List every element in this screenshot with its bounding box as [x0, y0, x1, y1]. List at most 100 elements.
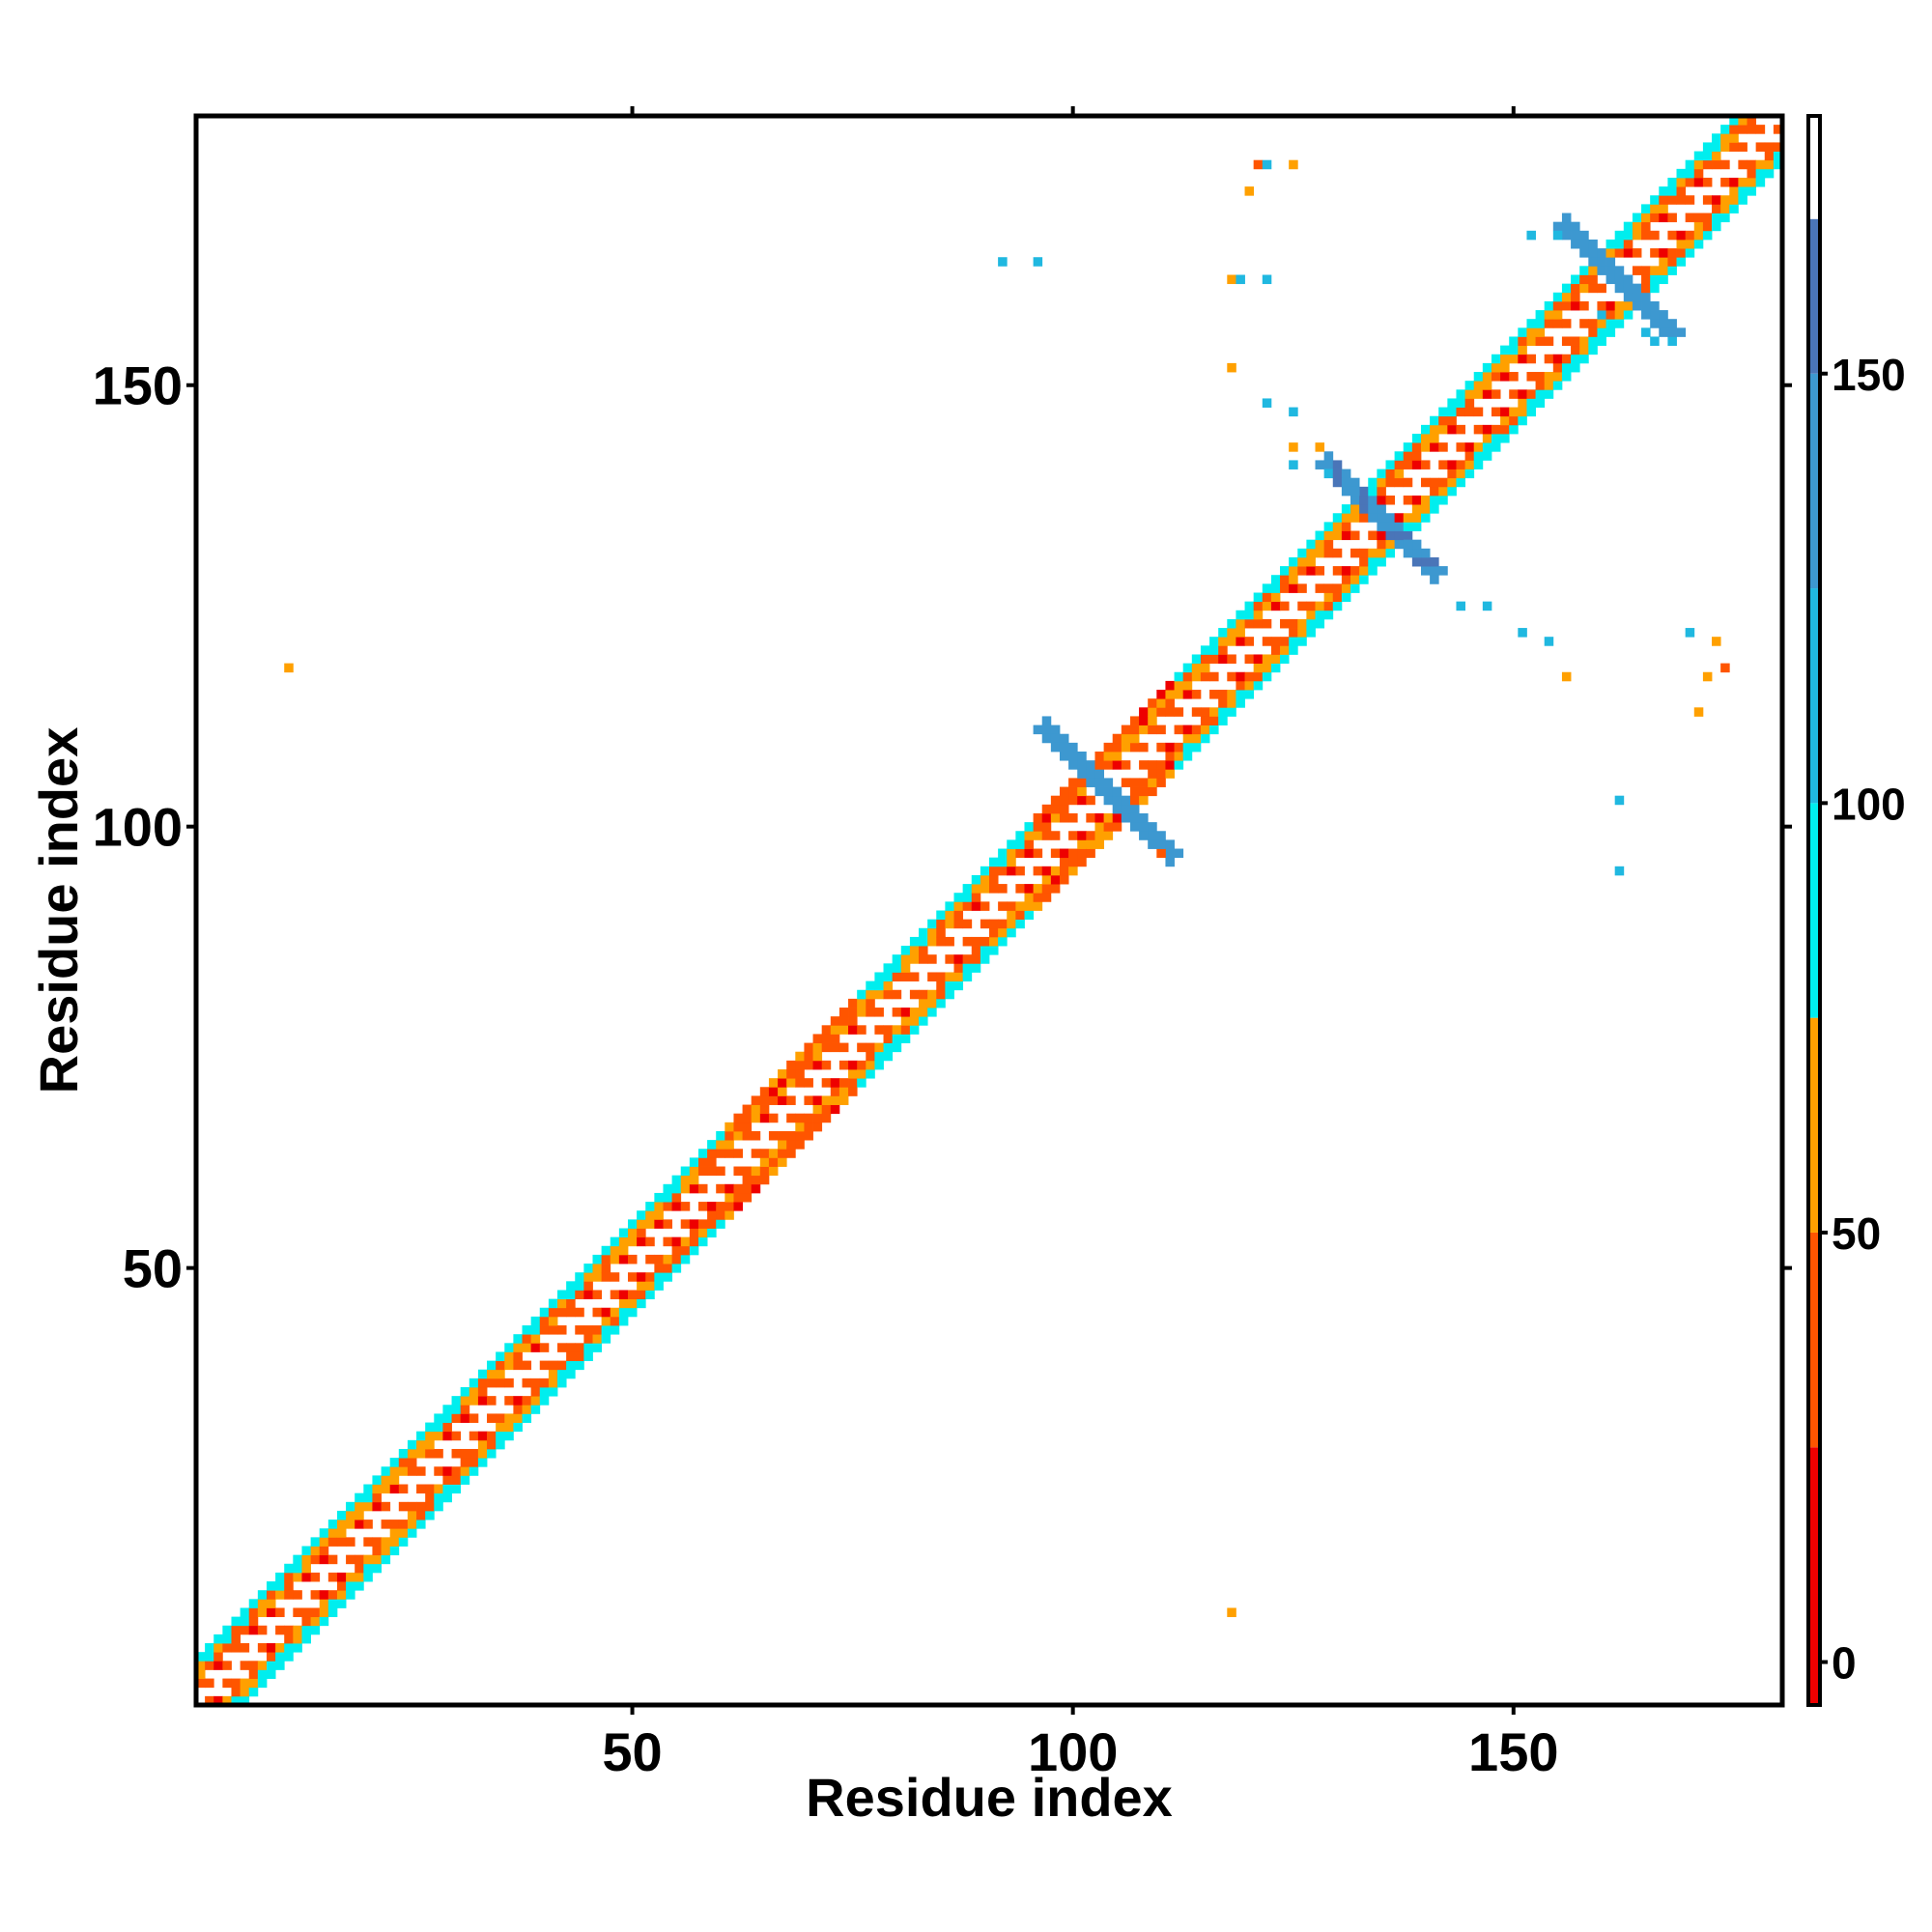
heatmap-cell [1041, 822, 1052, 832]
heatmap-cell [1218, 654, 1228, 665]
heatmap-cell [231, 1678, 242, 1689]
heatmap-cell [1253, 601, 1264, 611]
heatmap-cell [1156, 848, 1166, 859]
heatmap-cell [1341, 522, 1351, 531]
heatmap-cell [487, 1413, 497, 1423]
heatmap-cell [1500, 354, 1510, 364]
heatmap-cell [909, 1008, 920, 1017]
heatmap-cell [804, 1078, 813, 1088]
heatmap-cell [1306, 566, 1316, 576]
heatmap-cell [1121, 724, 1131, 735]
heatmap-cell [654, 1202, 664, 1211]
heatmap-cell [425, 1431, 435, 1441]
heatmap-cell [733, 1122, 743, 1132]
heatmap-cell [451, 1484, 462, 1494]
heatmap-cell [1306, 628, 1316, 638]
heatmap-cell [477, 1369, 488, 1379]
heatmap-cell [522, 1360, 532, 1371]
heatmap-cell [1571, 336, 1580, 347]
heatmap-cell [1297, 628, 1307, 638]
heatmap-cell [336, 1572, 347, 1582]
heatmap-cell [1473, 442, 1484, 452]
heatmap-cell [1280, 583, 1290, 593]
heatmap-cell [1509, 354, 1519, 364]
heatmap-cell [1165, 769, 1175, 779]
heatmap-cell [275, 1581, 285, 1591]
heatmap-cell [1403, 451, 1413, 461]
heatmap-cell [1464, 442, 1475, 452]
heatmap-cell [848, 1060, 858, 1070]
heatmap-cell [1094, 822, 1104, 832]
heatmap-cell [1323, 522, 1334, 531]
heatmap-cell [257, 1669, 268, 1679]
heatmap-cell [759, 1104, 770, 1115]
heatmap-cell [1659, 327, 1668, 337]
heatmap-cell [248, 1599, 259, 1608]
heatmap-cell [830, 1034, 840, 1043]
heatmap-cell [1270, 637, 1281, 646]
heatmap-cell [601, 1272, 611, 1282]
heatmap-cell [1191, 724, 1202, 735]
heatmap-cell [1033, 901, 1043, 911]
heatmap-cell [874, 1042, 884, 1053]
heatmap-cell [1332, 583, 1343, 593]
heatmap-cell [1253, 610, 1264, 620]
heatmap-cell [1315, 539, 1325, 550]
heatmap-cell [1200, 707, 1210, 717]
heatmap-cell [707, 1140, 717, 1150]
heatmap-cell [618, 1228, 629, 1238]
heatmap-cell [1685, 195, 1695, 205]
heatmap-cell [1605, 310, 1616, 320]
heatmap-cell [416, 1501, 426, 1512]
heatmap-cell [751, 1095, 761, 1105]
colorbar-band [1808, 803, 1820, 1018]
heatmap-cell [866, 1069, 875, 1079]
heatmap-cell [671, 1202, 682, 1211]
heatmap-cell [716, 1210, 725, 1220]
heatmap-cell [1050, 831, 1061, 840]
heatmap-cell [513, 1413, 523, 1423]
heatmap-cell [962, 954, 973, 964]
heatmap-cell [310, 1572, 321, 1582]
heatmap-cell [1597, 327, 1606, 337]
heatmap-cell [275, 1572, 285, 1582]
heatmap-cell [1411, 495, 1422, 505]
heatmap-cell [1218, 690, 1228, 699]
colorbar-tick-label: 0 [1832, 1638, 1857, 1689]
heatmap-cell [697, 1183, 708, 1194]
heatmap-cell [1218, 637, 1228, 646]
heatmap-cell [778, 1095, 787, 1105]
heatmap-cell [1394, 530, 1405, 541]
y-axis-label: Residue index [28, 727, 89, 1094]
heatmap-cell [592, 1343, 603, 1352]
heatmap-cell [1729, 195, 1739, 205]
heatmap-cell [1165, 690, 1175, 699]
heatmap-cell [213, 1634, 223, 1644]
heatmap-cell [1253, 592, 1264, 603]
heatmap-cell [768, 1113, 779, 1123]
heatmap-cell [363, 1537, 373, 1547]
heatmap-cell [883, 972, 894, 982]
heatmap-cell [1341, 486, 1351, 497]
heatmap-cell [962, 963, 973, 973]
heatmap-cell [477, 1387, 488, 1397]
heatmap-cell [1659, 248, 1668, 258]
heatmap-cell [1129, 812, 1140, 823]
heatmap-cell [1394, 539, 1405, 550]
heatmap-cell [1385, 539, 1396, 550]
heatmap-cell [1685, 159, 1695, 170]
heatmap-cell [196, 1652, 206, 1662]
heatmap-cell [601, 1325, 611, 1335]
heatmap-cell [1720, 142, 1730, 152]
heatmap-cell [425, 1492, 435, 1503]
heatmap-cell [442, 1492, 452, 1503]
heatmap-cell [989, 927, 999, 938]
heatmap-cell [1482, 372, 1492, 382]
heatmap-cell [1332, 592, 1343, 603]
heatmap-cell [1289, 407, 1298, 417]
heatmap-cell [733, 1149, 743, 1158]
heatmap-cell [1191, 690, 1202, 699]
heatmap-cell [1289, 556, 1298, 567]
heatmap-cell [1350, 504, 1360, 514]
heatmap-cell [1588, 319, 1598, 328]
